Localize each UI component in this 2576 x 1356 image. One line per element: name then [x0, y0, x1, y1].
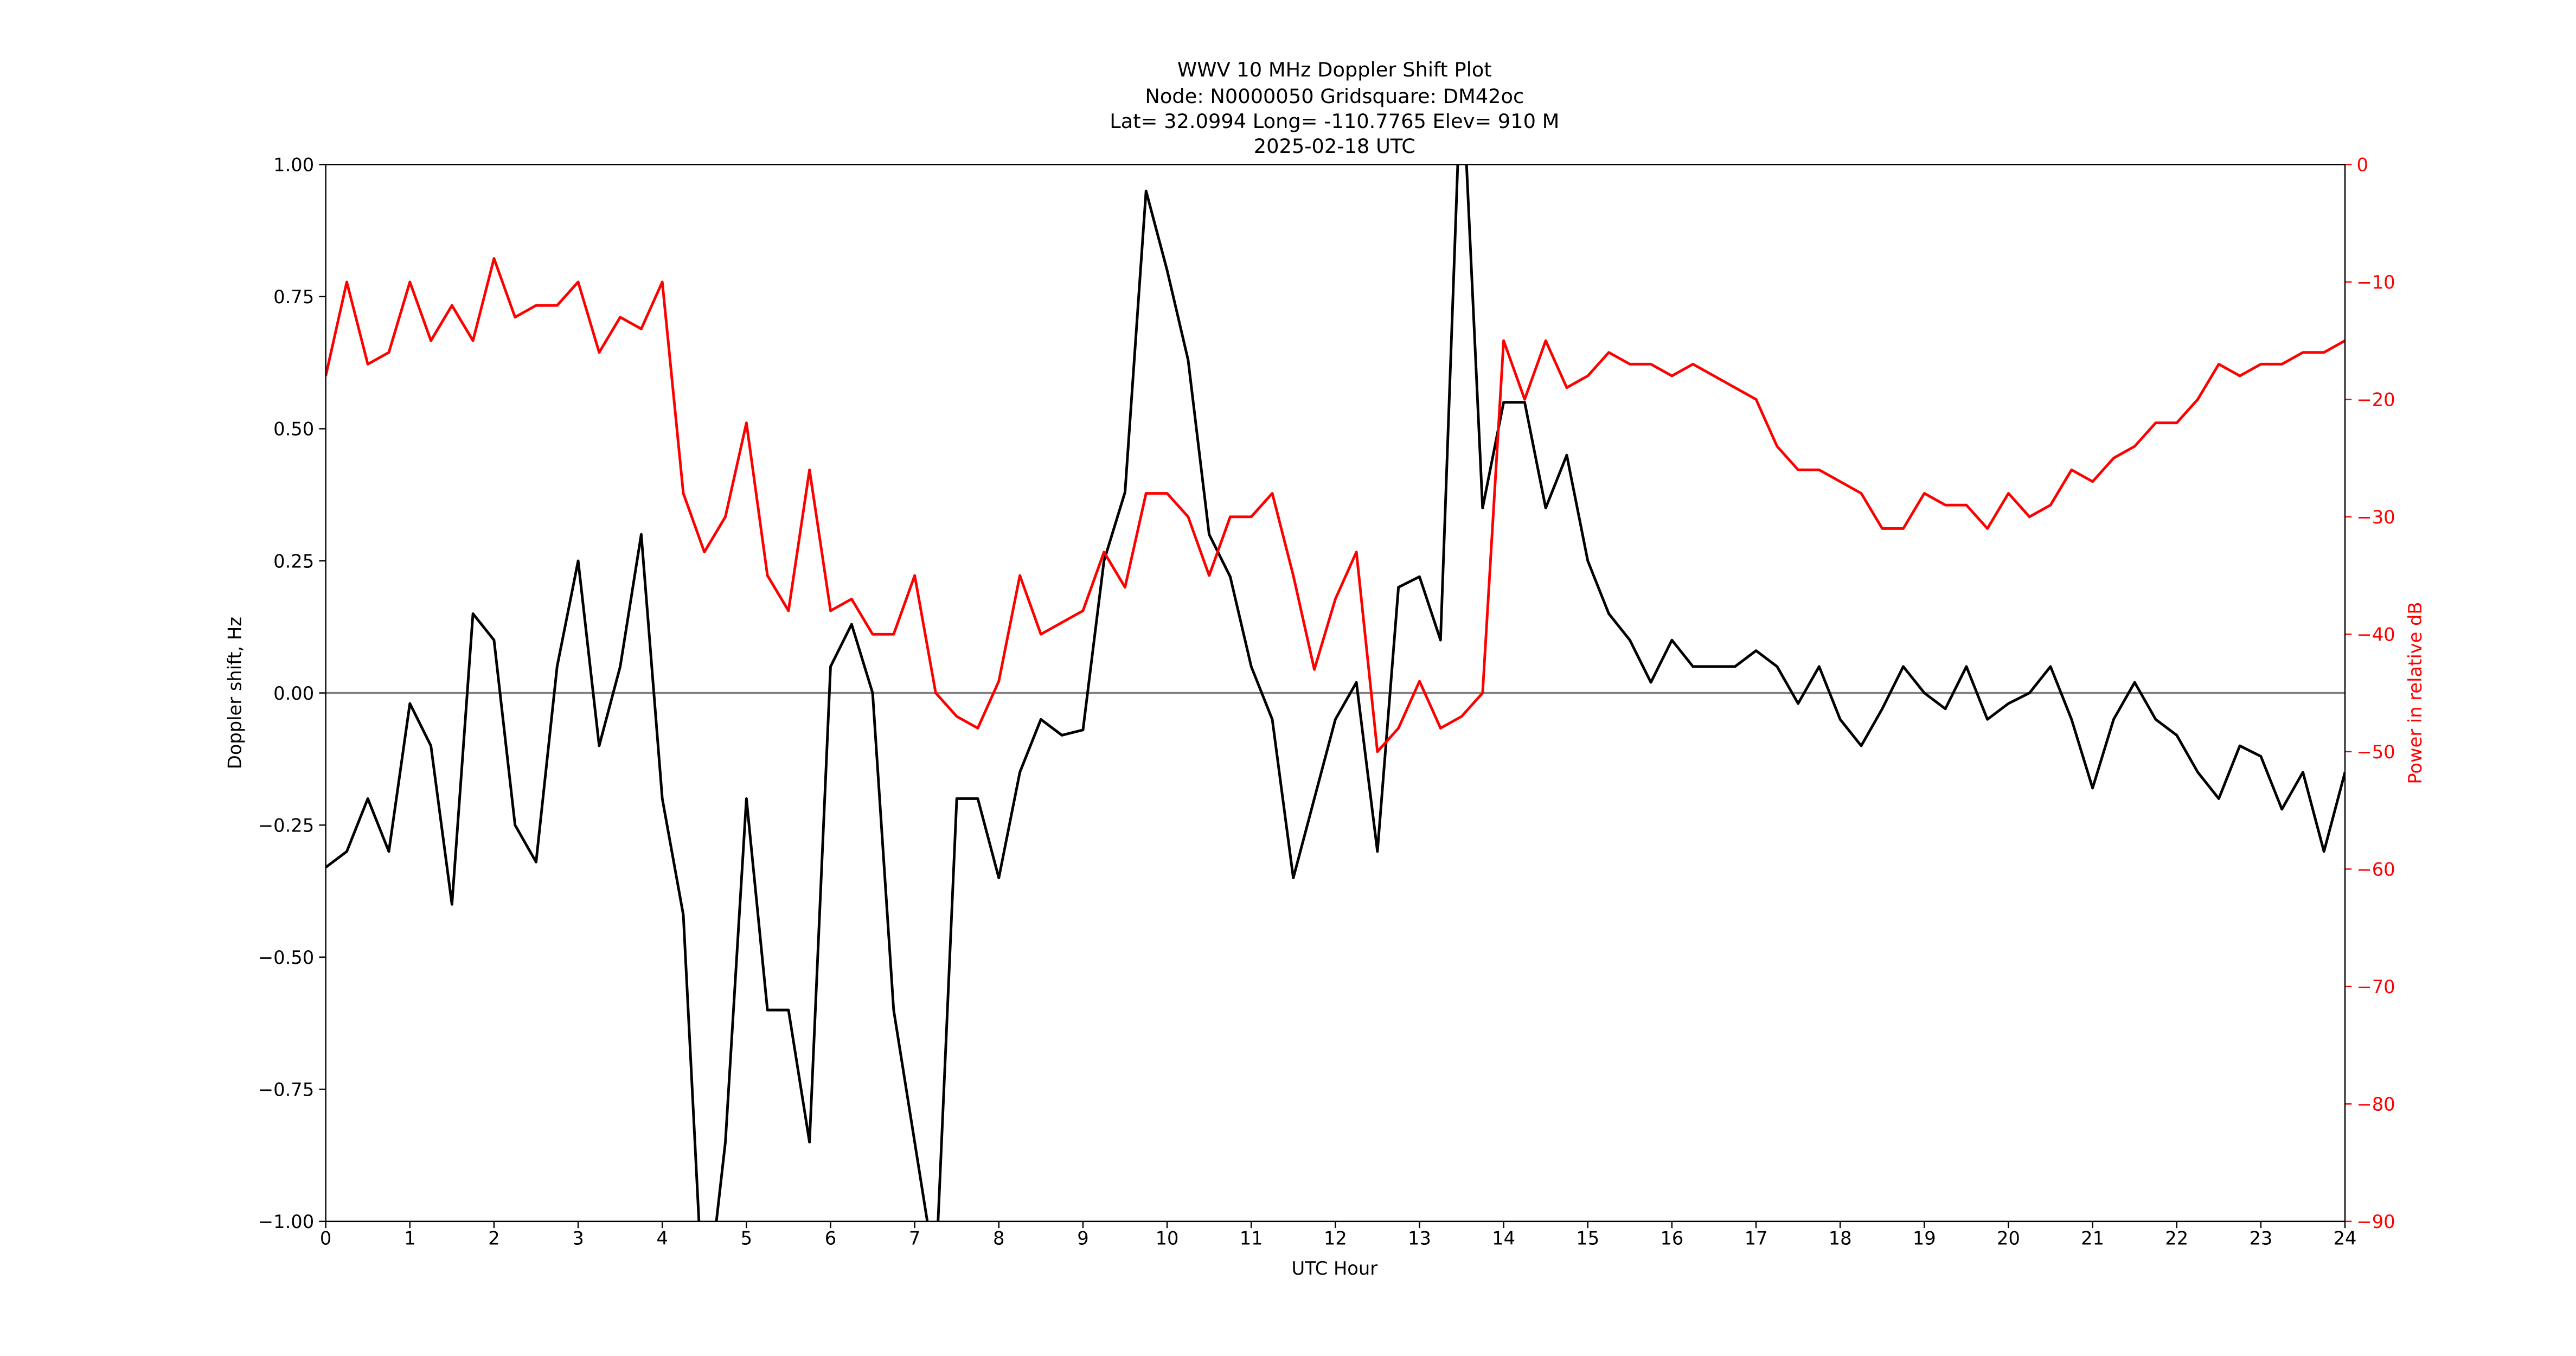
y2-tick-label: −40 [2356, 624, 2395, 645]
x-tick-label: 23 [2249, 1228, 2272, 1249]
x-tick-label: 4 [656, 1228, 668, 1249]
x-tick-label: 24 [2334, 1228, 2357, 1249]
y2-tick-label: −20 [2356, 389, 2395, 411]
y-tick-label: 1.00 [273, 155, 314, 176]
series-line [325, 257, 2346, 753]
x-tick-label: 22 [2165, 1228, 2188, 1249]
x-tick-label: 15 [1576, 1228, 1599, 1249]
y-tick-label: 0.75 [273, 286, 314, 308]
y2-tick-label: −90 [2356, 1211, 2395, 1232]
x-tick-label: 11 [1240, 1228, 1263, 1249]
chart-title: WWV 10 MHz Doppler Shift Plot [1177, 58, 1492, 81]
y-tick-label: −1.00 [258, 1211, 314, 1232]
chart-subtitle: Lat= 32.0994 Long= -110.7765 Elev= 910 M [1110, 110, 1559, 133]
x-tick-label: 21 [2081, 1228, 2104, 1249]
y-tick-label: −0.25 [258, 815, 314, 836]
chart-subtitle: 2025-02-18 UTC [1254, 135, 1415, 158]
series-line [325, 164, 2346, 1221]
x-tick-label: 19 [1913, 1228, 1936, 1249]
y-tick-label: −0.50 [258, 947, 314, 968]
x-tick-label: 10 [1156, 1228, 1179, 1249]
x-tick-label: 13 [1408, 1228, 1431, 1249]
x-tick-label: 14 [1492, 1228, 1515, 1249]
x-tick-label: 0 [320, 1228, 331, 1249]
x-tick-label: 6 [825, 1228, 836, 1249]
y2-tick-label: −80 [2356, 1094, 2395, 1115]
y-tick-label: 0.00 [273, 683, 314, 704]
y2-tick-label: −70 [2356, 976, 2395, 997]
y-tick-label: 0.50 [273, 419, 314, 440]
y2-tick-label: −30 [2356, 507, 2395, 528]
y2-tick-label: −50 [2356, 741, 2395, 763]
chart-subtitle: Node: N0000050 Gridsquare: DM42oc [1145, 85, 1524, 108]
x-tick-label: 8 [993, 1228, 1004, 1249]
x-tick-label: 17 [1745, 1228, 1768, 1249]
y2-tick-label: 0 [2356, 155, 2368, 176]
x-tick-label: 2 [488, 1228, 499, 1249]
y2-tick-label: −10 [2356, 272, 2395, 293]
y2-tick-label: −60 [2356, 859, 2395, 880]
y2-axis-label: Power in relative dB [2405, 602, 2426, 784]
plot-frame [325, 164, 2346, 1223]
x-tick-label: 16 [1660, 1228, 1683, 1249]
x-tick-label: 5 [741, 1228, 752, 1249]
plot-area [325, 164, 2346, 1221]
x-tick-label: 1 [404, 1228, 415, 1249]
x-tick-label: 12 [1324, 1228, 1347, 1249]
y-tick-label: 0.25 [273, 551, 314, 572]
x-tick-label: 7 [909, 1228, 920, 1249]
y-axis-label: Doppler shift, Hz [224, 617, 245, 769]
x-tick-label: 3 [572, 1228, 584, 1249]
y-tick-label: −0.75 [258, 1079, 314, 1101]
x-axis-label: UTC Hour [1291, 1258, 1377, 1279]
x-tick-label: 9 [1077, 1228, 1088, 1249]
x-tick-label: 18 [1829, 1228, 1852, 1249]
x-tick-label: 20 [1997, 1228, 2020, 1249]
